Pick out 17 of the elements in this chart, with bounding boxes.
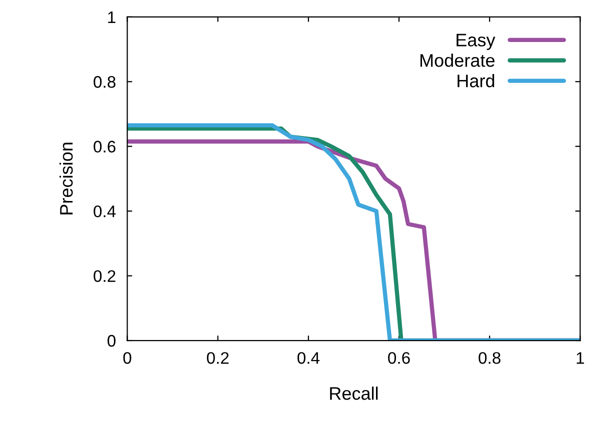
x-tick-label: 0 [123, 352, 132, 364]
y-tick-label: 0.4 [94, 205, 116, 218]
x-tick-label: 0.2 [206, 352, 229, 364]
y-axis-title: Precision [60, 142, 73, 214]
y-tick-label: 0.2 [94, 270, 116, 282]
legend-label: Hard [458, 74, 494, 88]
y-tick-label: 0.8 [94, 76, 116, 88]
x-tick-label: 0.8 [478, 352, 500, 364]
x-tick-label: 0.4 [298, 352, 320, 364]
y-tick-label: 0 [108, 334, 116, 347]
y-tick-label: 0.6 [94, 140, 116, 153]
legend-label: Moderate [420, 54, 495, 67]
x-axis-title: Recall [330, 386, 378, 400]
y-tick-label: 1 [108, 11, 116, 23]
x-tick-label: 1 [576, 352, 584, 364]
legend-label: Easy [456, 34, 496, 50]
x-tick-label: 0.6 [388, 352, 410, 364]
